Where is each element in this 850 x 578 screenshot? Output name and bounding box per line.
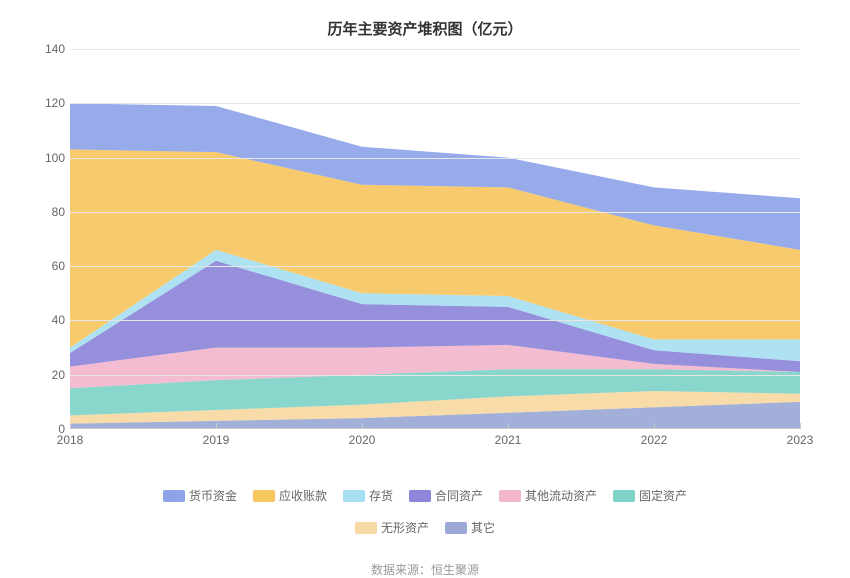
x-tick bbox=[508, 423, 509, 429]
x-tick-label: 2021 bbox=[495, 433, 522, 447]
legend-swatch bbox=[163, 490, 185, 502]
chart-container: 历年主要资产堆积图（亿元） 020406080100120140 2018201… bbox=[0, 0, 850, 575]
legend-label: 货币资金 bbox=[189, 489, 237, 503]
y-tick-label: 120 bbox=[35, 96, 65, 110]
legend-label: 无形资产 bbox=[381, 521, 429, 535]
legend-label: 固定资产 bbox=[639, 489, 687, 503]
data-source-label: 数据来源：恒生聚源 bbox=[20, 561, 830, 578]
legend-item[interactable]: 货币资金 bbox=[163, 483, 237, 508]
legend-item[interactable]: 合同资产 bbox=[409, 483, 483, 508]
chart-title: 历年主要资产堆积图（亿元） bbox=[20, 18, 830, 39]
legend-item[interactable]: 存货 bbox=[343, 483, 393, 508]
y-tick-label: 80 bbox=[35, 205, 65, 219]
grid-line bbox=[70, 320, 800, 321]
legend-swatch bbox=[355, 522, 377, 534]
grid-line bbox=[70, 103, 800, 104]
y-tick-label: 20 bbox=[35, 368, 65, 382]
legend-swatch bbox=[253, 490, 275, 502]
x-axis-labels: 201820192020202120222023 bbox=[70, 429, 800, 449]
legend: 货币资金 应收账款 存货 合同资产 其他流动资产 固定资产无形资产 其它 bbox=[20, 479, 830, 543]
y-tick-label: 60 bbox=[35, 259, 65, 273]
legend-label: 存货 bbox=[369, 489, 393, 503]
legend-swatch bbox=[613, 490, 635, 502]
legend-swatch bbox=[445, 522, 467, 534]
x-tick-label: 2020 bbox=[349, 433, 376, 447]
legend-swatch bbox=[343, 490, 365, 502]
legend-swatch bbox=[409, 490, 431, 502]
x-tick bbox=[800, 423, 801, 429]
legend-item[interactable]: 固定资产 bbox=[613, 483, 687, 508]
grid-line bbox=[70, 375, 800, 376]
x-tick bbox=[70, 423, 71, 429]
legend-label: 应收账款 bbox=[279, 489, 327, 503]
x-tick bbox=[216, 423, 217, 429]
legend-label: 合同资产 bbox=[435, 489, 483, 503]
plot-area: 020406080100120140 bbox=[70, 49, 800, 429]
x-tick-label: 2019 bbox=[203, 433, 230, 447]
y-tick-label: 140 bbox=[35, 42, 65, 56]
grid-line bbox=[70, 49, 800, 50]
legend-swatch bbox=[499, 490, 521, 502]
legend-label: 其他流动资产 bbox=[525, 489, 597, 503]
y-tick-label: 40 bbox=[35, 313, 65, 327]
x-tick bbox=[654, 423, 655, 429]
grid-line bbox=[70, 158, 800, 159]
y-tick-label: 100 bbox=[35, 151, 65, 165]
legend-item[interactable]: 其它 bbox=[445, 515, 495, 540]
grid-line bbox=[70, 266, 800, 267]
x-tick bbox=[362, 423, 363, 429]
grid-line bbox=[70, 212, 800, 213]
stacked-area-svg bbox=[70, 49, 800, 429]
legend-label: 其它 bbox=[471, 521, 495, 535]
legend-item[interactable]: 其他流动资产 bbox=[499, 483, 597, 508]
x-tick-label: 2022 bbox=[641, 433, 668, 447]
legend-item[interactable]: 应收账款 bbox=[253, 483, 327, 508]
legend-item[interactable]: 无形资产 bbox=[355, 515, 429, 540]
x-tick-label: 2023 bbox=[787, 433, 814, 447]
x-tick-label: 2018 bbox=[57, 433, 84, 447]
